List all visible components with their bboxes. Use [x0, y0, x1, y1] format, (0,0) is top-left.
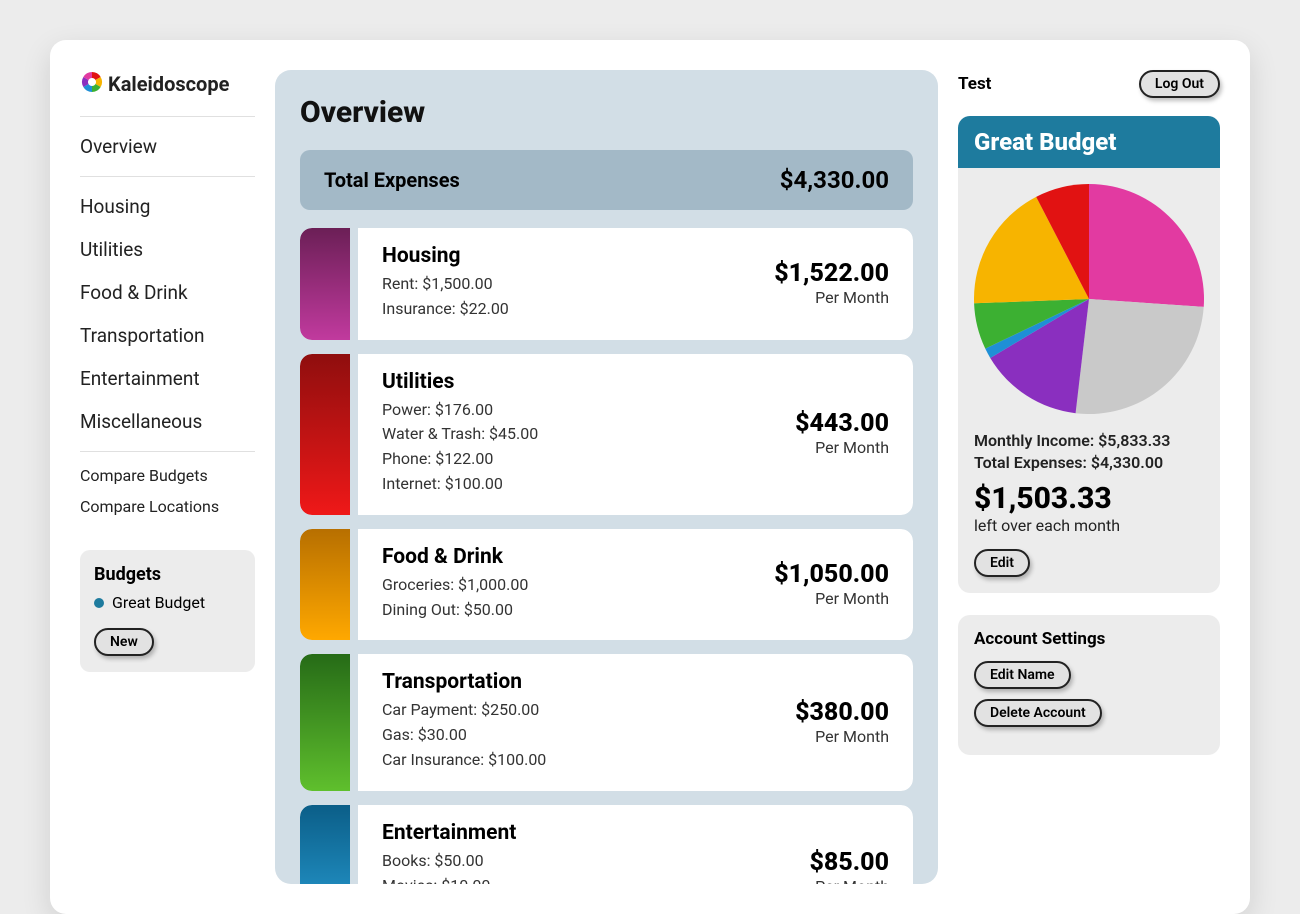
- category-amount: $85.00: [810, 848, 890, 877]
- category-swatch-icon: [300, 354, 350, 515]
- category-line: Internet: $100.00: [382, 472, 538, 497]
- category-name: Utilities: [382, 370, 538, 394]
- budget-dot-icon: [94, 598, 104, 608]
- edit-budget-button[interactable]: Edit: [974, 549, 1030, 577]
- category-name: Transportation: [382, 670, 546, 694]
- nav-divider: [80, 116, 255, 117]
- budgets-box: Budgets Great Budget New: [80, 550, 255, 672]
- compare-budgets-link[interactable]: Compare Budgets: [80, 460, 255, 491]
- category-amount: $1,522.00: [774, 259, 889, 288]
- total-expenses: Total Expenses: $4,330.00: [974, 452, 1204, 474]
- budget-summary-title: Great Budget: [958, 116, 1220, 168]
- budget-summary-card: Great Budget Monthly Income: $5,833.33 T…: [958, 116, 1220, 593]
- pie-chart: [958, 168, 1220, 422]
- logo-text: Kaleidoscope: [108, 72, 229, 96]
- category-period: Per Month: [810, 877, 890, 884]
- category-line: Car Payment: $250.00: [382, 698, 546, 723]
- category-swatch-icon: [300, 529, 350, 641]
- pie-slice: [1076, 299, 1204, 414]
- nav-entertainment[interactable]: Entertainment: [80, 357, 255, 400]
- category-body: Food & Drink Groceries: $1,000.00Dining O…: [358, 529, 913, 641]
- category-line: Car Insurance: $100.00: [382, 748, 546, 773]
- summary-stats: Monthly Income: $5,833.33 Total Expenses…: [958, 422, 1220, 593]
- category-line: Dining Out: $50.00: [382, 598, 528, 623]
- category-swatch-icon: [300, 805, 350, 884]
- delete-account-button[interactable]: Delete Account: [974, 699, 1102, 727]
- category-name: Housing: [382, 244, 509, 268]
- category-body: Transportation Car Payment: $250.00Gas: $…: [358, 654, 913, 790]
- new-budget-button[interactable]: New: [94, 628, 154, 656]
- category-body: Utilities Power: $176.00Water & Trash: $4…: [358, 354, 913, 515]
- account-settings-title: Account Settings: [974, 629, 1204, 649]
- category-line: Books: $50.00: [382, 849, 516, 874]
- logo[interactable]: Kaleidoscope: [80, 70, 255, 98]
- category-period: Per Month: [774, 589, 889, 608]
- category-swatch-icon: [300, 228, 350, 340]
- category-amount: $380.00: [795, 698, 889, 727]
- monthly-income: Monthly Income: $5,833.33: [974, 430, 1204, 452]
- category-line: Groceries: $1,000.00: [382, 573, 528, 598]
- nav-divider: [80, 176, 255, 177]
- category-card[interactable]: Food & Drink Groceries: $1,000.00Dining O…: [300, 529, 913, 641]
- nav-divider: [80, 451, 255, 452]
- leftover-amount: $1,503.33: [974, 481, 1204, 516]
- category-amount: $1,050.00: [774, 560, 889, 589]
- total-amount: $4,330.00: [780, 166, 889, 194]
- category-period: Per Month: [795, 438, 889, 457]
- category-body: Housing Rent: $1,500.00Insurance: $22.00 $…: [358, 228, 913, 340]
- category-line: Movies: $10.00: [382, 874, 516, 884]
- logo-icon: [80, 70, 104, 98]
- overview-panel: Overview Total Expenses $4,330.00 Housin…: [275, 70, 938, 884]
- sidebar: Kaleidoscope Overview Housing Utilities …: [80, 70, 255, 884]
- nav-miscellaneous[interactable]: Miscellaneous: [80, 400, 255, 443]
- category-swatch-icon: [300, 654, 350, 790]
- nav-housing[interactable]: Housing: [80, 185, 255, 228]
- edit-name-button[interactable]: Edit Name: [974, 661, 1071, 689]
- pie-slice: [1089, 184, 1204, 307]
- nav-utilities[interactable]: Utilities: [80, 228, 255, 271]
- category-line: Insurance: $22.00: [382, 297, 509, 322]
- category-list: Housing Rent: $1,500.00Insurance: $22.00 $…: [300, 228, 913, 884]
- category-card[interactable]: Utilities Power: $176.00Water & Trash: $4…: [300, 354, 913, 515]
- page-title: Overview: [300, 95, 913, 130]
- user-name: Test: [958, 74, 991, 94]
- app-shell: Kaleidoscope Overview Housing Utilities …: [50, 40, 1250, 914]
- user-header: Test Log Out: [958, 70, 1220, 98]
- budget-item-label: Great Budget: [112, 593, 205, 612]
- nav-transportation[interactable]: Transportation: [80, 314, 255, 357]
- right-column: Test Log Out Great Budget Monthly Income…: [958, 70, 1220, 884]
- category-card[interactable]: Entertainment Books: $50.00Movies: $10.00…: [300, 805, 913, 884]
- category-name: Entertainment: [382, 821, 516, 845]
- account-settings-card: Account Settings Edit Name Delete Accoun…: [958, 615, 1220, 755]
- nav-food-drink[interactable]: Food & Drink: [80, 271, 255, 314]
- nav-overview[interactable]: Overview: [80, 125, 255, 168]
- category-body: Entertainment Books: $50.00Movies: $10.00…: [358, 805, 913, 884]
- category-card[interactable]: Housing Rent: $1,500.00Insurance: $22.00 $…: [300, 228, 913, 340]
- category-line: Water & Trash: $45.00: [382, 422, 538, 447]
- category-amount: $443.00: [795, 409, 889, 438]
- logout-button[interactable]: Log Out: [1139, 70, 1220, 98]
- category-name: Food & Drink: [382, 545, 528, 569]
- leftover-label: left over each month: [974, 516, 1204, 535]
- category-period: Per Month: [795, 727, 889, 746]
- total-expenses-bar: Total Expenses $4,330.00: [300, 150, 913, 210]
- category-line: Gas: $30.00: [382, 723, 546, 748]
- category-card[interactable]: Transportation Car Payment: $250.00Gas: $…: [300, 654, 913, 790]
- compare-locations-link[interactable]: Compare Locations: [80, 491, 255, 522]
- category-period: Per Month: [774, 288, 889, 307]
- category-line: Power: $176.00: [382, 398, 538, 423]
- category-line: Rent: $1,500.00: [382, 272, 509, 297]
- category-line: Phone: $122.00: [382, 447, 538, 472]
- total-label: Total Expenses: [324, 168, 460, 192]
- budgets-title: Budgets: [94, 564, 241, 585]
- budget-item[interactable]: Great Budget: [94, 593, 241, 612]
